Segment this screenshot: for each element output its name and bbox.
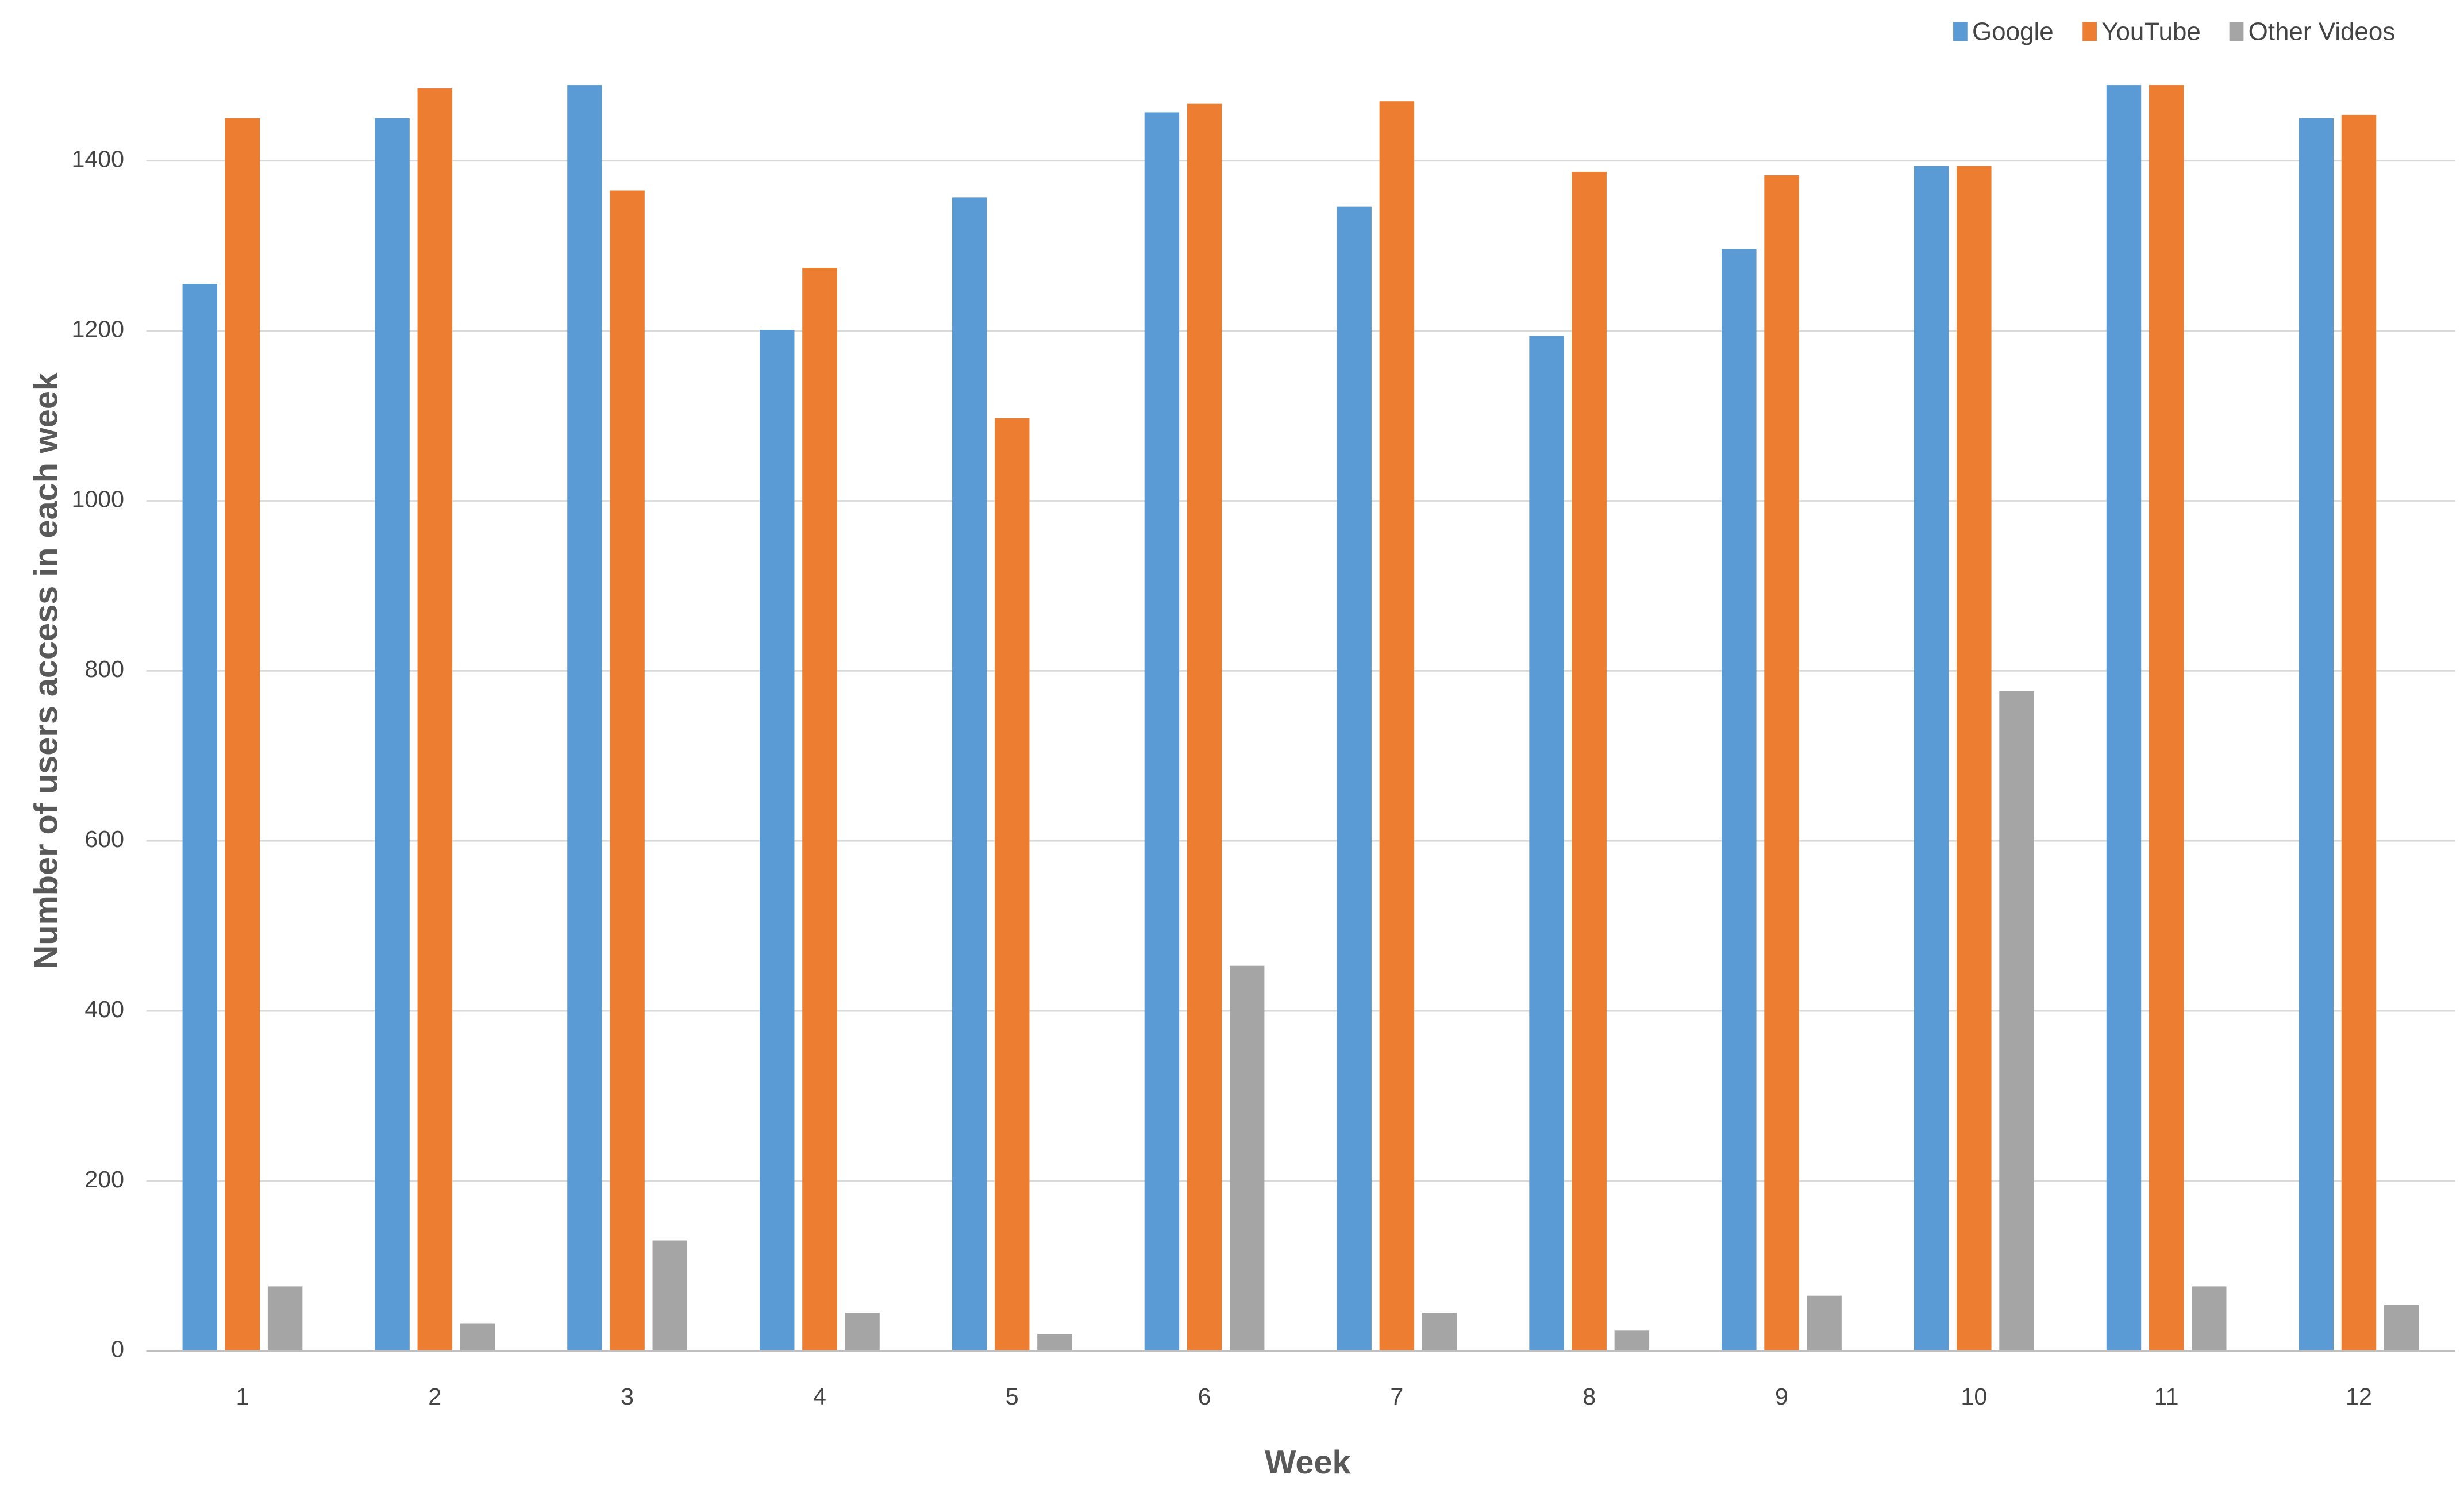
bar: [267, 1286, 303, 1351]
legend-label: Other Videos: [2249, 17, 2396, 45]
bar: [1807, 1295, 1842, 1351]
bar: [652, 1240, 687, 1351]
bar: [1764, 175, 1799, 1351]
bar: [567, 85, 602, 1351]
y-axis-title: Number of users access in each week: [28, 372, 65, 969]
legend-swatch: [2229, 22, 2244, 41]
bar: [995, 418, 1030, 1351]
bar: [2149, 85, 2184, 1351]
bar: [1422, 1313, 1457, 1351]
y-tick-label: 1400: [71, 146, 124, 172]
bar: [1229, 965, 1265, 1351]
legend-label: Google: [1972, 17, 2054, 45]
bar: [2384, 1305, 2419, 1351]
bar: [1722, 249, 1757, 1351]
bar: [460, 1323, 495, 1351]
y-tick-label: 600: [84, 826, 124, 852]
x-axis-title: Week: [1265, 1444, 1352, 1481]
y-tick-label: 1000: [71, 486, 124, 512]
y-tick-label: 200: [84, 1166, 124, 1192]
bar: [2299, 118, 2334, 1351]
bar: [2106, 85, 2142, 1351]
bar: [802, 268, 837, 1351]
bar: [1187, 103, 1222, 1351]
bar: [1144, 112, 1180, 1351]
y-tick-label: 400: [84, 996, 124, 1022]
bar: [1337, 206, 1372, 1351]
bar: [610, 190, 645, 1351]
x-tick-label: 1: [236, 1383, 249, 1410]
x-tick-label: 12: [2346, 1383, 2372, 1410]
bar: [375, 118, 410, 1351]
bar: [182, 284, 218, 1351]
bar: [760, 330, 795, 1351]
y-tick-label: 800: [84, 656, 124, 682]
x-tick-label: 8: [1583, 1383, 1596, 1410]
x-tick-label: 9: [1775, 1383, 1788, 1410]
x-tick-label: 6: [1198, 1383, 1211, 1410]
bar: [1957, 166, 1992, 1351]
x-tick-label: 10: [1961, 1383, 1987, 1410]
bar: [845, 1313, 880, 1351]
x-tick-label: 5: [1006, 1383, 1019, 1410]
y-tick-label: 0: [111, 1336, 124, 1363]
legend-swatch: [1953, 22, 1968, 41]
bar: [417, 88, 452, 1351]
x-tick-label: 11: [2154, 1383, 2179, 1410]
bar: [1379, 101, 1415, 1351]
x-tick-label: 3: [621, 1383, 634, 1410]
bar: [2192, 1286, 2227, 1351]
bar: [225, 118, 260, 1351]
x-tick-label: 7: [1390, 1383, 1403, 1410]
bar: [1037, 1334, 1072, 1351]
legend-swatch: [2082, 22, 2097, 41]
bar: [1529, 336, 1564, 1351]
bar: [2341, 114, 2377, 1351]
bar: [952, 197, 987, 1351]
legend-label: YouTube: [2101, 17, 2201, 45]
bar: [1572, 171, 1607, 1351]
bar: [1914, 166, 1949, 1351]
bar: [1614, 1330, 1650, 1351]
x-tick-label: 2: [428, 1383, 441, 1410]
bar: [1999, 691, 2034, 1351]
y-tick-label: 1200: [71, 315, 124, 342]
x-tick-label: 4: [813, 1383, 826, 1410]
